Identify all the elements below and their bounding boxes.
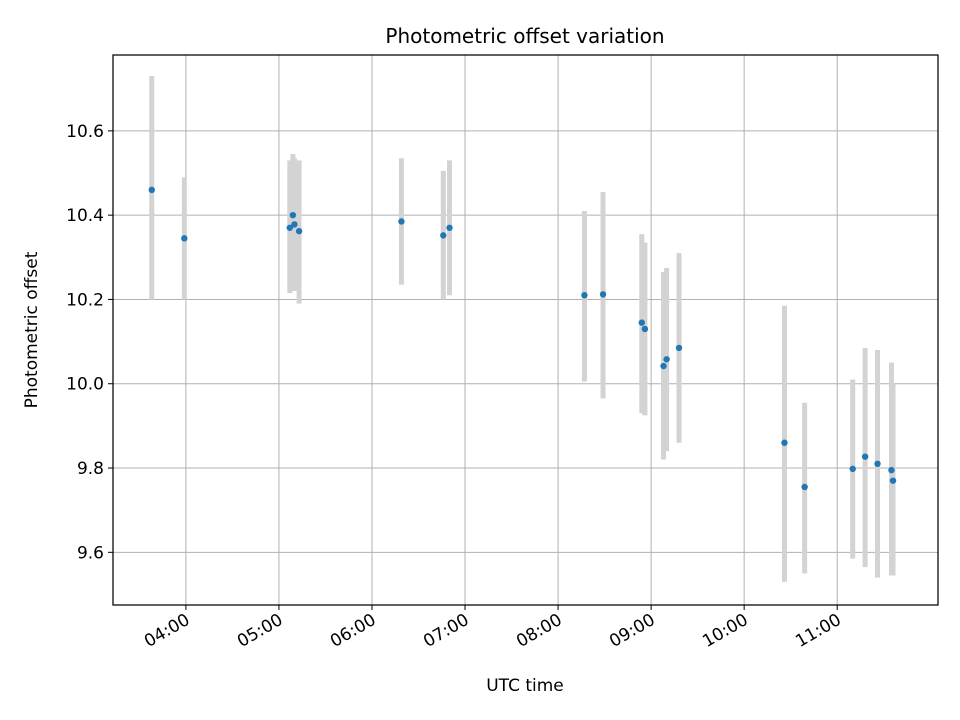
plot-frame	[112, 54, 939, 606]
data-point	[181, 235, 188, 242]
data-point	[861, 453, 869, 460]
data-point	[398, 218, 405, 225]
x-tick-label: 08:00	[513, 610, 565, 652]
data-point	[660, 362, 667, 370]
data-point	[874, 460, 881, 468]
data-point	[581, 292, 588, 299]
data-point	[889, 477, 897, 484]
data-point	[289, 211, 297, 219]
data-point	[801, 483, 808, 491]
y-tick-label: 10.6	[66, 122, 104, 142]
data-point	[446, 224, 453, 231]
data-point	[286, 224, 293, 231]
data-point	[148, 186, 155, 194]
data-point	[638, 319, 646, 326]
x-tick-label: 09:00	[606, 610, 658, 652]
x-tick-label: 04:00	[141, 610, 193, 652]
x-axis-label: UTC time	[486, 676, 564, 696]
data-point	[675, 344, 683, 352]
x-tick-label: 05:00	[234, 610, 286, 652]
x-tick-label: 10:00	[699, 610, 751, 652]
data-point	[641, 325, 649, 333]
y-tick-label: 10.4	[66, 206, 104, 226]
data-point	[599, 291, 607, 298]
x-tick-label: 07:00	[420, 610, 472, 652]
data-point	[291, 221, 298, 228]
data-point	[849, 465, 856, 473]
x-tick-label: 11:00	[792, 610, 844, 652]
data-point	[663, 356, 670, 363]
chart-title: Photometric offset variation	[385, 24, 664, 48]
y-tick-label: 10.0	[66, 375, 104, 395]
data-point	[440, 232, 447, 239]
data-point	[781, 439, 788, 446]
x-tick-label: 06:00	[327, 610, 379, 652]
y-axis-label: Photometric offset	[22, 251, 42, 408]
data-point	[295, 227, 303, 235]
y-tick-label: 9.6	[77, 543, 104, 563]
y-tick-label: 9.8	[77, 459, 104, 479]
data-point	[888, 466, 895, 474]
y-tick-label: 10.2	[66, 290, 104, 310]
